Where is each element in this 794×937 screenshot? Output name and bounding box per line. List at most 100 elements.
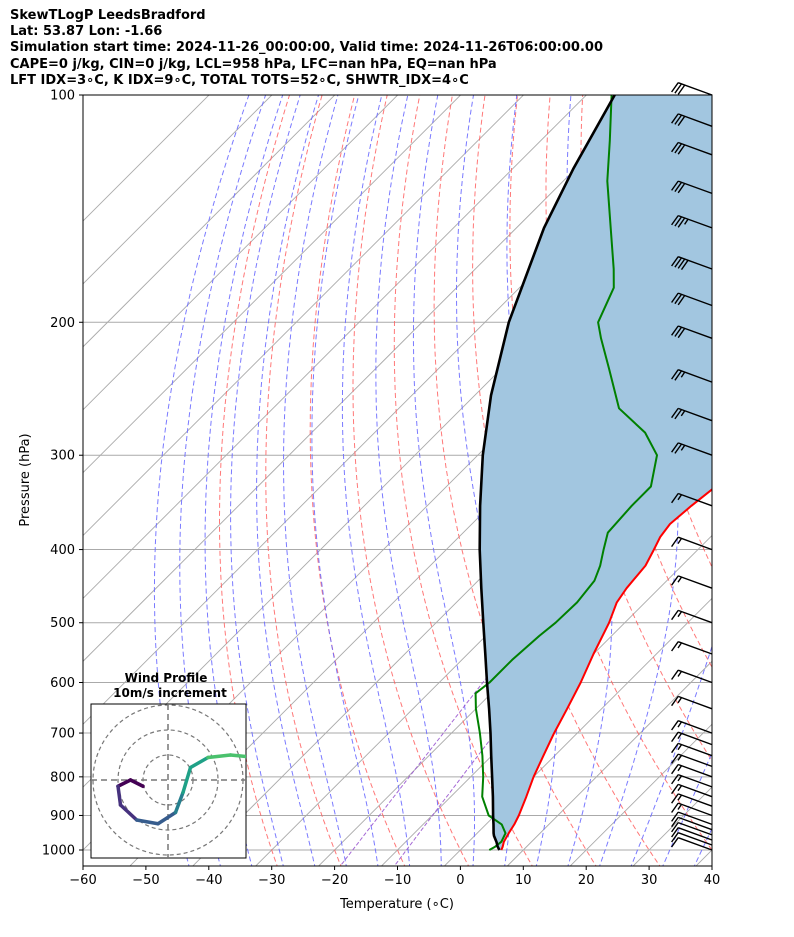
dry-adiabat	[309, 95, 406, 866]
dry-adiabat	[352, 95, 470, 866]
hodograph-segment	[135, 818, 160, 826]
moist-adiabat	[311, 95, 379, 866]
y-tick-label: 1000	[42, 844, 75, 859]
y-axis-label: Pressure (hPa)	[18, 433, 33, 526]
profile-lines	[474, 95, 712, 851]
hodograph-segment	[128, 778, 145, 788]
y-tick-label: 400	[50, 543, 75, 558]
wind-barb	[671, 763, 713, 778]
dewpoint-line	[474, 95, 658, 851]
moist-adiabat	[204, 95, 284, 866]
isotherm-line	[83, 95, 210, 222]
moist-adiabat	[341, 95, 411, 866]
hodograph-segment	[188, 755, 210, 770]
isotherm-line	[83, 95, 273, 285]
moist-adiabat	[412, 95, 475, 866]
moist-adiabat	[630, 644, 712, 866]
hodograph-segment	[116, 778, 133, 788]
x-tick-label: 20	[578, 873, 595, 888]
wind-barb	[671, 783, 713, 798]
indices-text: LFT IDX=3∘C, K IDX=9∘C, TOTAL TOTS=52∘C,…	[10, 73, 469, 88]
wind-barbs	[671, 82, 713, 851]
isotherm-line	[317, 471, 712, 866]
x-tick-label: −40	[195, 873, 222, 888]
dry-adiabat	[433, 95, 597, 866]
dry-adiabat	[393, 95, 533, 866]
x-tick-label: 10	[515, 873, 532, 888]
temperature-line	[500, 488, 712, 851]
wind-barb	[671, 811, 713, 826]
wind-barb	[671, 369, 713, 383]
wind-barb	[671, 536, 713, 551]
hodograph-segment	[256, 758, 281, 761]
isotherm-line	[83, 95, 462, 474]
x-tick-label: 0	[456, 873, 464, 888]
isotherm-line	[569, 723, 712, 866]
hodograph-segment	[281, 760, 294, 761]
isotherm-line	[83, 95, 399, 411]
moist-adiabat	[456, 95, 514, 866]
wind-profile-inset: Wind Profile 10m/s increment	[90, 671, 294, 859]
wind-barb	[671, 742, 713, 757]
dry-adiabat	[712, 78, 794, 869]
wind-barb	[671, 669, 713, 684]
y-tick-label: 700	[50, 727, 75, 742]
y-tick-label: 600	[50, 676, 75, 691]
wind-barb	[671, 113, 713, 127]
times-text: Simulation start time: 2024-11-26_00:00:…	[10, 40, 603, 55]
moist-adiabat	[599, 95, 679, 866]
wind-barb	[671, 827, 713, 841]
x-tick-label: 30	[641, 873, 658, 888]
y-tick-label: 900	[50, 809, 75, 824]
wind-barb	[671, 325, 713, 339]
x-tick-label: −20	[321, 873, 348, 888]
wind-barb	[671, 141, 713, 156]
wind-barb	[671, 292, 713, 307]
x-axis-label: Temperature (∘C)	[339, 897, 454, 912]
wind-barb	[671, 575, 713, 589]
dry-adiabat	[219, 95, 291, 866]
inset-plot-area	[91, 704, 294, 858]
x-tick-label: −60	[69, 873, 96, 888]
isotherm-line	[83, 95, 336, 348]
moist-adiabat	[375, 95, 442, 866]
wind-barb	[671, 793, 713, 807]
moist-adiabat	[283, 95, 347, 866]
inset-title: Wind Profile	[125, 671, 208, 685]
wind-barb	[671, 609, 713, 624]
wind-barb	[671, 695, 713, 710]
inset-subtitle: 10m/s increment	[113, 686, 227, 700]
x-tick-label: −10	[384, 873, 411, 888]
moist-adiabat	[179, 95, 267, 866]
y-tick-label: 200	[50, 316, 75, 331]
wind-barb	[671, 753, 713, 768]
moist-adiabat	[153, 95, 250, 866]
y-tick-label: 100	[50, 89, 75, 104]
moist-adiabat	[256, 95, 319, 866]
mixing-ratio-line	[393, 451, 712, 866]
wind-barb	[671, 731, 713, 746]
x-tick-label: −50	[132, 873, 159, 888]
wind-barb	[671, 442, 713, 456]
hodograph-segment	[118, 803, 139, 822]
wind-barb	[671, 180, 713, 195]
wind-barb	[671, 82, 713, 96]
chart-title: SkewTLogP LeedsBradford	[10, 8, 206, 23]
y-tick-label: 800	[50, 770, 75, 785]
isotherm-line	[506, 660, 712, 866]
moist-adiabat	[230, 95, 301, 866]
y-tick-label: 500	[50, 616, 75, 631]
moist-adiabat	[662, 751, 712, 866]
dry-adiabat	[776, 78, 794, 869]
wind-barb	[671, 837, 713, 851]
hodograph-segment	[181, 765, 193, 795]
isotherm-line	[83, 95, 588, 600]
x-tick-label: 40	[704, 873, 721, 888]
hodograph-segment	[206, 753, 233, 760]
wind-barb	[671, 256, 713, 271]
wind-barb	[671, 407, 713, 422]
cape-fill-layer	[479, 95, 712, 850]
parameters-text: CAPE=0 j/kg, CIN=0 j/kg, LCL=958 hPa, LF…	[10, 57, 497, 72]
wind-barb	[671, 821, 713, 836]
